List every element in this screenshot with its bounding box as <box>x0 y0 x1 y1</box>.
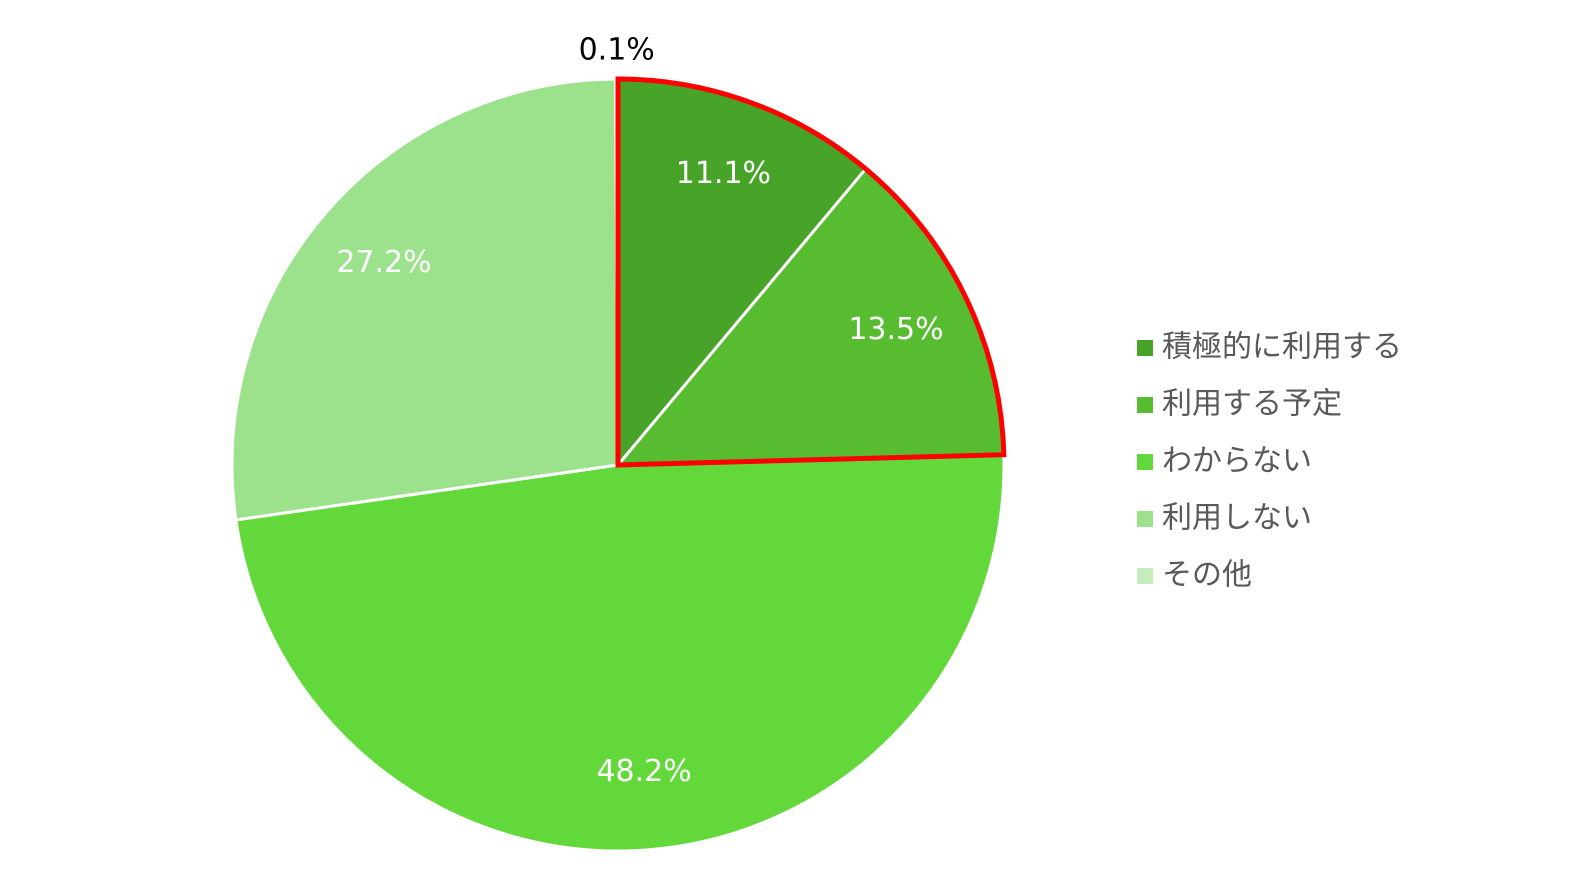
legend-label: 利用する予定 <box>1162 387 1342 422</box>
data-label: 11.1% <box>676 156 771 191</box>
pie-slice <box>230 77 620 522</box>
data-label: 0.1% <box>579 33 655 68</box>
data-label: 48.2% <box>596 754 691 789</box>
pie-slice <box>234 453 1006 853</box>
legend-swatch <box>1137 454 1153 470</box>
legend-label: その他 <box>1162 558 1252 593</box>
legend-swatch <box>1137 568 1153 584</box>
legend-swatch <box>1137 511 1153 527</box>
data-label: 13.5% <box>848 312 943 347</box>
highlight-outline <box>615 76 1007 468</box>
legend-label: 積極的に利用する <box>1162 330 1402 365</box>
legend-label: 利用しない <box>1162 501 1312 536</box>
legend-swatch <box>1137 397 1153 413</box>
data-label: 27.2% <box>336 245 431 280</box>
legend-label: わからない <box>1162 444 1312 479</box>
legend-swatch <box>1137 340 1153 356</box>
